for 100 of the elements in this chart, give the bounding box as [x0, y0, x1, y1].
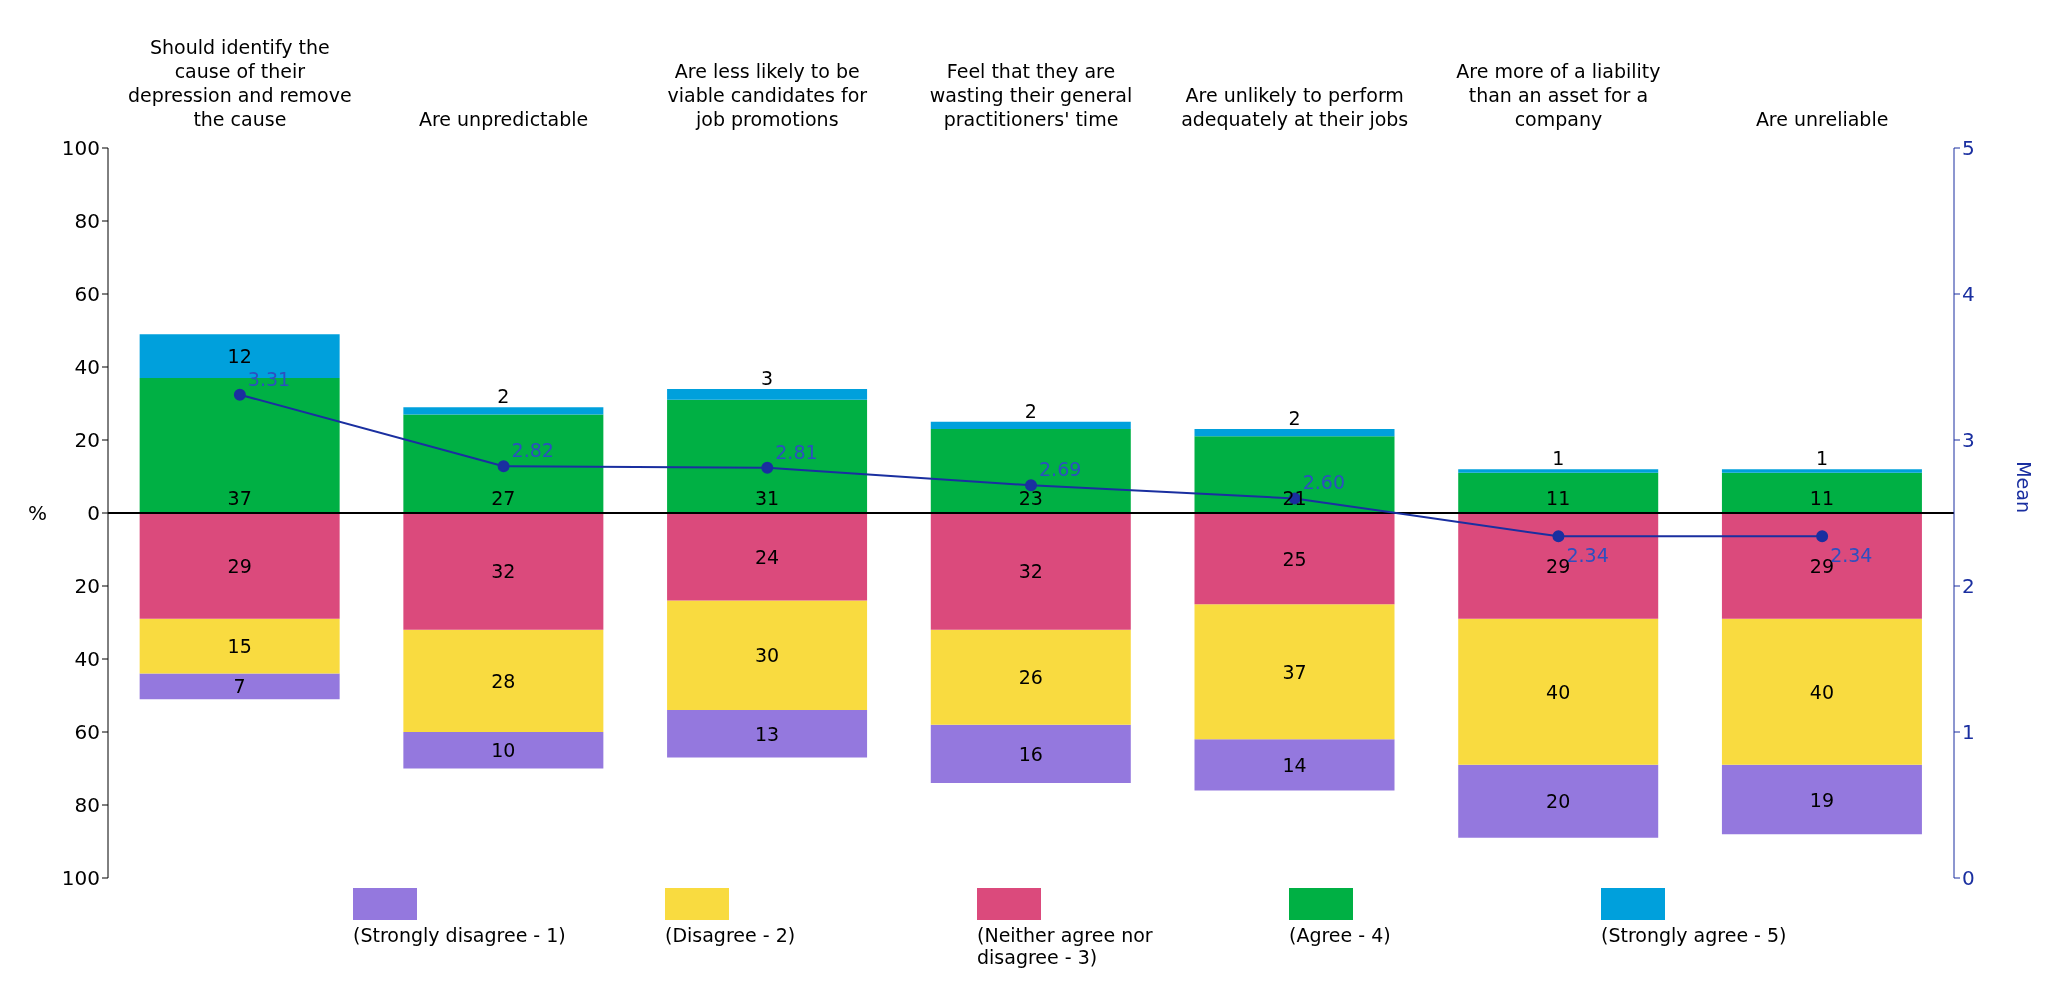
y-tick-label: 20 [74, 574, 100, 599]
data-label: 11 [1546, 487, 1571, 509]
point [233, 388, 246, 401]
data-label: 32 [1018, 560, 1043, 583]
bar [667, 600, 868, 711]
y2-tick-label: 4 [1962, 282, 1975, 307]
data-label: 11 [1809, 487, 1835, 509]
y-tick-label: 60 [74, 720, 100, 745]
data-label: 12 [227, 345, 252, 368]
data-label: 1 [1815, 447, 1828, 470]
bar [667, 388, 868, 400]
y-tick-label: 100 [61, 136, 100, 161]
bar [1721, 469, 1922, 473]
data-label: 25 [1282, 547, 1307, 570]
bar [1721, 618, 1922, 765]
data-label: 24 [754, 545, 780, 568]
data-label: 23 [1018, 487, 1043, 509]
data-label: 20 [1546, 790, 1571, 813]
data-label: 2 [497, 385, 510, 408]
data-label: 14 [1282, 753, 1307, 776]
bar [1194, 739, 1395, 791]
legend-label: (Agree - 4) [1289, 924, 1392, 946]
bar [403, 732, 604, 769]
data-label: 13 [754, 722, 780, 745]
y2-tick-label: 0 [1962, 866, 1975, 891]
y-tick-label: 20 [74, 428, 100, 453]
point [1816, 530, 1829, 543]
data-label: 3 [761, 366, 774, 389]
y-tick-label: 80 [74, 209, 100, 234]
y-tick-label: 0 [87, 501, 100, 526]
bar [1458, 469, 1659, 473]
legend-label: (Strongly disagree - 1) [353, 924, 567, 946]
x-tick-label: Are unpredictable [418, 108, 589, 130]
data-label: 31 [754, 487, 780, 509]
y2-tick-label: 5 [1962, 136, 1975, 161]
data-label: 10 [491, 739, 516, 762]
bar [403, 629, 604, 732]
bar [1458, 513, 1659, 619]
y-tick-label: 40 [74, 647, 100, 672]
data-label: 32 [491, 560, 516, 583]
data-label: 7 [233, 675, 246, 698]
bar [930, 629, 1131, 725]
point [761, 461, 774, 474]
data-label: 15 [227, 635, 252, 658]
y-tick-label: 40 [74, 355, 100, 380]
data-label: 40 [1546, 680, 1571, 703]
y2-tick-label: 2 [1962, 574, 1975, 599]
bar [930, 724, 1131, 784]
data-label: 16 [1018, 742, 1043, 765]
bar [1194, 513, 1395, 605]
point [1552, 530, 1565, 543]
bar [930, 421, 1131, 430]
bar [403, 513, 604, 630]
bar [1721, 513, 1922, 619]
x-tick-label: Are unreliable [1755, 108, 1889, 130]
x-tick-label: Are more of a liability than an asset for a company [1456, 60, 1661, 130]
bar [667, 399, 868, 513]
bar [403, 407, 604, 415]
y-tick-label: 100 [61, 866, 100, 891]
bar [1194, 604, 1395, 740]
y2-tick-label: 1 [1962, 720, 1975, 745]
x-tick-label: Are unlikely to perform adequately at their jobs [1181, 84, 1409, 130]
x-tick-label: Feel that they are wasting their general practitioners' time [929, 60, 1133, 130]
data-label: 37 [1282, 660, 1307, 683]
bar [1194, 429, 1395, 437]
bar [1721, 472, 1922, 513]
legend-label: (Disagree - 2) [665, 924, 797, 946]
x-tick-label: Are less likely to be viable candidates for job promotions [667, 60, 868, 130]
bar [139, 673, 340, 700]
bar [1721, 764, 1922, 835]
bar [1458, 472, 1659, 513]
y-axis-title: % [28, 501, 48, 526]
bar [667, 710, 868, 758]
data-label: 30 [754, 644, 780, 667]
y-tick-label: 60 [74, 282, 100, 307]
data-label: 2 [1024, 399, 1037, 422]
bar [139, 618, 340, 674]
point [1025, 479, 1037, 492]
data-label: 2.60 [1302, 471, 1346, 494]
bar [403, 414, 604, 513]
data-label: 28 [491, 669, 516, 692]
data-label: 2.82 [511, 439, 554, 462]
point [497, 460, 510, 473]
data-label: 19 [1809, 788, 1835, 811]
bar [1194, 436, 1395, 513]
data-label: 2.81 [775, 440, 818, 463]
y-tick-label: 80 [74, 793, 100, 818]
bar [139, 513, 340, 619]
bar [667, 513, 868, 601]
bar [930, 429, 1131, 513]
data-label: 29 [227, 554, 252, 577]
data-label: 40 [1809, 680, 1835, 703]
bar [930, 513, 1131, 630]
legend-label: (Strongly agree - 5) [1601, 924, 1788, 946]
data-label: 26 [1018, 666, 1043, 689]
data-label: 27 [491, 487, 516, 509]
legend-label: (Neither agree nor disagree - 3) [977, 924, 1154, 968]
x-tick-label: Should identify the cause of their depression and remove the cause [128, 36, 352, 130]
y2-tick-label: 3 [1962, 428, 1975, 453]
bar [1458, 764, 1659, 838]
